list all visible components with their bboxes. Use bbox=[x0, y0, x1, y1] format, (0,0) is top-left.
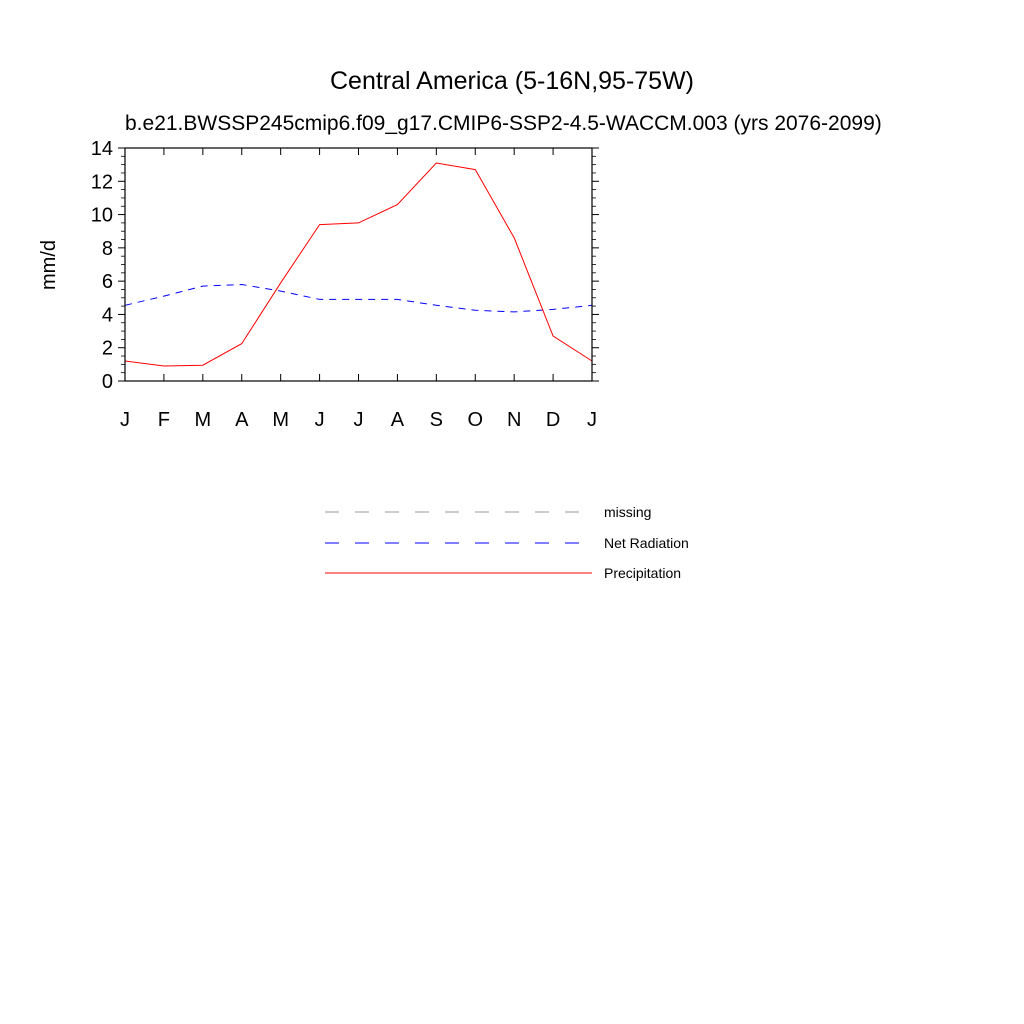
plot-frame bbox=[124, 147, 593, 382]
y-tick-label: 10 bbox=[91, 205, 113, 227]
legend-label-precipitation: Precipitation bbox=[604, 565, 681, 581]
minor-ticks bbox=[121, 155, 596, 374]
x-tick-label: D bbox=[546, 409, 560, 431]
x-tick-label: A bbox=[391, 409, 405, 431]
chart-subtitle: b.e21.BWSSP245cmip6.f09_g17.CMIP6-SSP2-4… bbox=[125, 112, 882, 135]
y-axis-label: mm/d bbox=[38, 240, 60, 290]
y-tick-label: 8 bbox=[102, 238, 113, 260]
y-tick-label: 6 bbox=[102, 271, 113, 293]
x-tick-label: A bbox=[235, 409, 249, 431]
x-tick-label: M bbox=[272, 409, 289, 431]
x-tick-label: J bbox=[354, 409, 364, 431]
major-ticks bbox=[118, 147, 599, 382]
x-tick-label: O bbox=[467, 409, 483, 431]
chart-title: Central America (5-16N,95-75W) bbox=[330, 67, 694, 95]
y-tick-label: 0 bbox=[102, 371, 113, 393]
legend-label-missing: missing bbox=[604, 504, 651, 520]
series-line-net-radiation bbox=[124, 283, 593, 313]
y-tick-label: 12 bbox=[91, 171, 113, 193]
x-tick-label: S bbox=[430, 409, 443, 431]
x-tick-label: J bbox=[315, 409, 325, 431]
y-tick-label: 2 bbox=[102, 338, 113, 360]
x-tick-label: M bbox=[194, 409, 211, 431]
x-tick-label: N bbox=[507, 409, 521, 431]
legend-label-net-radiation: Net Radiation bbox=[604, 535, 689, 551]
y-tick-label: 14 bbox=[91, 138, 113, 160]
y-tick-label: 4 bbox=[102, 304, 113, 326]
y-tick-labels: 0 2 4 6 8 10 12 14 bbox=[91, 138, 113, 393]
x-tick-label: J bbox=[587, 409, 597, 431]
x-tick-label: J bbox=[120, 409, 130, 431]
legend: missing Net Radiation Precipitation bbox=[325, 504, 689, 581]
x-tick-label: F bbox=[158, 409, 170, 431]
series-lines bbox=[124, 162, 593, 367]
series-line-precipitation bbox=[124, 162, 593, 367]
